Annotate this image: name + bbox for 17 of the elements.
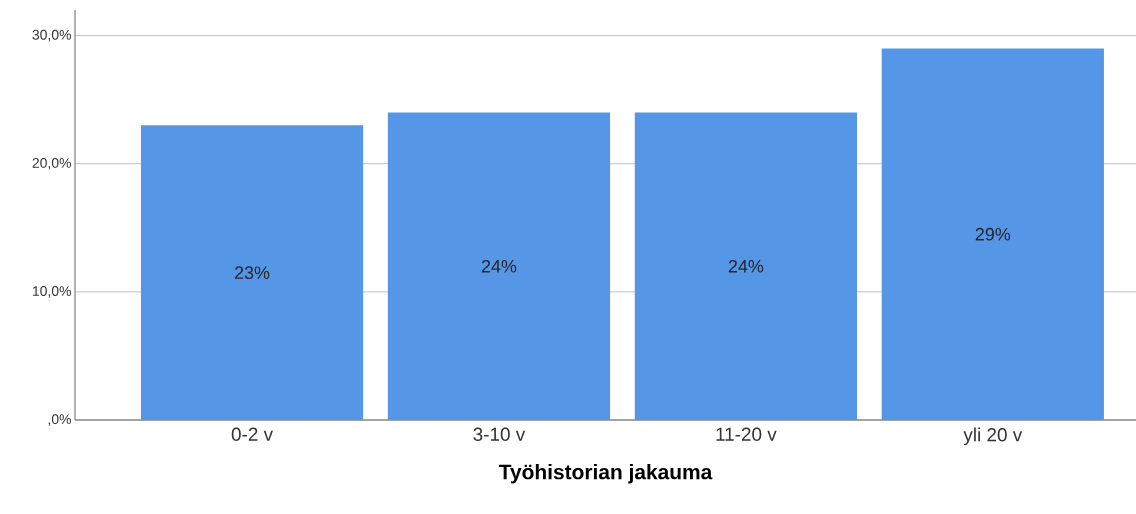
bar [387, 112, 611, 420]
data-label: 29% [975, 227, 1011, 241]
y-tick-label: 30,0% [32, 29, 71, 42]
x-tick-label: 0-2 v [231, 427, 273, 441]
x-tick-label: yli 20 v [963, 427, 1023, 446]
x-axis-title: Työhistorian jakauma [498, 464, 713, 484]
bar [140, 125, 364, 420]
y-tick-label: 20,0% [32, 157, 71, 170]
data-label: 23% [235, 266, 270, 279]
bar [881, 48, 1104, 420]
y-tick-label: 10,0% [32, 286, 71, 298]
bar [634, 112, 858, 420]
y-tick-label: ,0% [48, 414, 71, 426]
x-tick-label: 11-20 v [716, 427, 777, 441]
data-label: 24% [728, 259, 764, 273]
data-label: 24% [481, 259, 517, 273]
x-tick-label: 3-10 v [473, 427, 526, 441]
